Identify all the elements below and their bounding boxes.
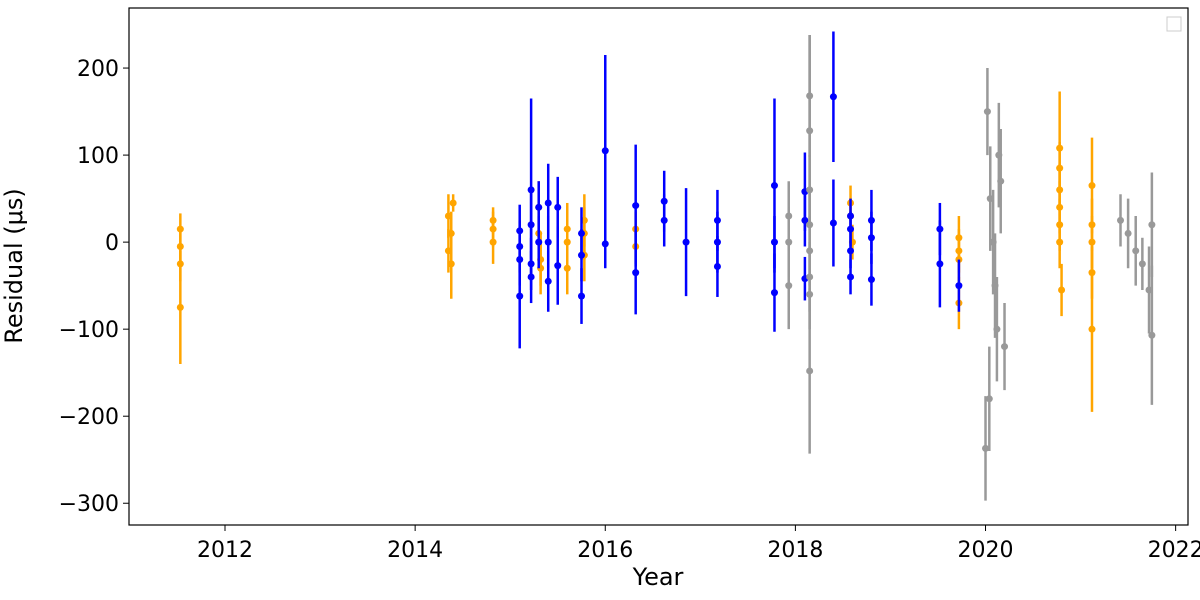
data-point [544, 238, 552, 246]
data-point [544, 199, 552, 207]
data-point [1056, 238, 1064, 246]
x-tick-label: 2018 [767, 538, 823, 563]
data-point [489, 238, 497, 246]
data-point [554, 203, 562, 211]
data-point [997, 177, 1005, 185]
y-tick-label: −100 [59, 318, 119, 343]
data-point [682, 238, 690, 246]
data-point [993, 325, 1001, 333]
data-point [535, 238, 543, 246]
data-point [527, 221, 535, 229]
data-point [867, 276, 875, 284]
data-point [1132, 247, 1140, 255]
data-point [449, 199, 457, 207]
plot-frame [128, 7, 1189, 526]
x-axis-label: Year [632, 563, 684, 591]
data-point [847, 273, 855, 281]
data-point [1088, 325, 1096, 333]
y-axis-label: Residual (μs) [0, 188, 28, 343]
data-point [544, 277, 552, 285]
data-point [1124, 229, 1132, 237]
data-point [829, 219, 837, 227]
data-point [801, 216, 809, 224]
data-point [601, 240, 609, 248]
data-point [554, 262, 562, 270]
x-tick-label: 2014 [387, 538, 443, 563]
data-point [563, 264, 571, 272]
y-tick-label: 0 [105, 231, 119, 256]
data-point [1117, 216, 1125, 224]
data-point [535, 203, 543, 211]
data-point [1148, 331, 1156, 339]
data-point [785, 282, 793, 290]
data-point [176, 303, 184, 311]
data-point [577, 292, 585, 300]
legend-box [1166, 16, 1182, 32]
data-point [527, 273, 535, 281]
data-point [632, 269, 640, 277]
data-point [713, 263, 721, 270]
x-tick-label: 2016 [577, 538, 633, 563]
data-point [770, 289, 778, 297]
data-point [1148, 221, 1156, 229]
data-point [983, 108, 991, 116]
data-point [1001, 343, 1009, 351]
y-tick-label: −200 [59, 405, 119, 430]
data-point [806, 367, 814, 375]
data-point [985, 395, 993, 403]
data-point [936, 260, 944, 268]
data-point [601, 147, 609, 155]
data-point [955, 282, 963, 290]
data-point [1088, 238, 1096, 246]
y-tick-label: 100 [77, 144, 119, 169]
data-point [847, 225, 855, 233]
data-point [847, 247, 855, 255]
data-point [770, 238, 778, 246]
y-tick-label: 200 [77, 57, 119, 82]
data-point [806, 127, 814, 135]
x-tick-label: 2022 [1148, 538, 1200, 563]
data-point [447, 260, 455, 268]
data-point [632, 202, 640, 210]
data-point [1138, 260, 1146, 268]
x-tick-label: 2012 [197, 538, 253, 563]
x-tick-label: 2020 [958, 538, 1014, 563]
data-point [516, 292, 524, 300]
data-point [660, 216, 668, 224]
data-point [1058, 286, 1066, 294]
data-point [770, 182, 778, 190]
data-point [829, 93, 837, 101]
data-point [1088, 182, 1096, 190]
data-point [867, 234, 875, 242]
data-point [577, 251, 585, 259]
y-tick-label: −300 [59, 492, 119, 517]
data-point [982, 444, 990, 452]
